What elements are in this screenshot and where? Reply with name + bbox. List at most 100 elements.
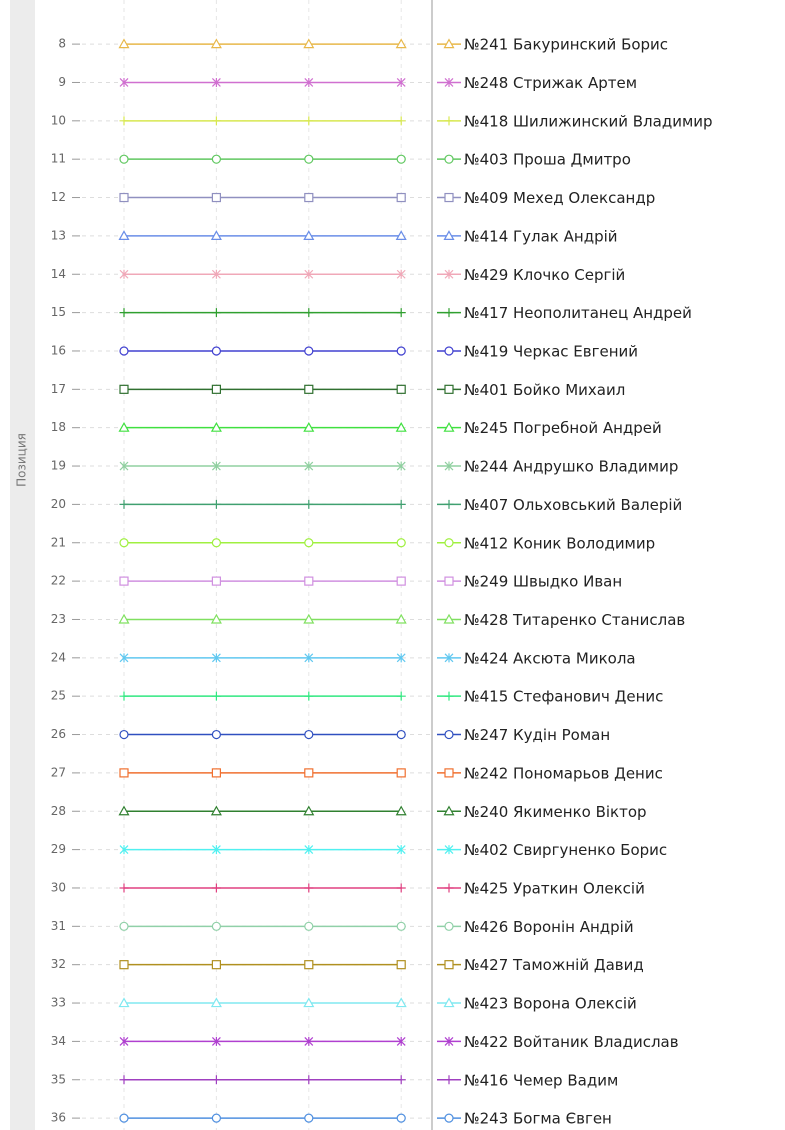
legend-marker <box>444 1113 454 1123</box>
data-point <box>211 116 221 126</box>
data-point <box>211 1113 221 1123</box>
data-point <box>119 653 129 663</box>
y-tick-label: 24 <box>51 650 66 664</box>
data-point <box>304 691 314 701</box>
data-point <box>211 653 221 663</box>
data-point <box>210 613 222 624</box>
data-point <box>211 499 221 509</box>
y-tick-label: 19 <box>51 459 66 473</box>
y-tick-label: 11 <box>51 152 66 166</box>
data-point <box>118 421 130 432</box>
data-point <box>303 997 315 1008</box>
legend-label: №424 Аксюта Микола <box>464 649 636 667</box>
y-tick-label: 33 <box>51 996 66 1010</box>
data-point <box>211 691 221 701</box>
data-point <box>211 384 221 394</box>
data-point <box>396 308 406 318</box>
data-point <box>119 308 129 318</box>
data-point <box>118 805 130 816</box>
legend-marker <box>444 384 454 394</box>
data-point <box>119 346 129 356</box>
data-point <box>396 154 406 164</box>
data-point <box>119 116 129 126</box>
data-point <box>118 997 130 1008</box>
legend-label: №402 Свиргуненко Борис <box>464 841 667 859</box>
legend-marker <box>444 116 454 126</box>
legend-label: №419 Черкас Евгений <box>464 342 638 360</box>
data-point <box>119 1075 129 1085</box>
legend-marker <box>443 805 455 816</box>
data-point <box>303 421 315 432</box>
legend-label: №407 Ольховський Валерій <box>464 496 682 514</box>
data-point <box>304 653 314 663</box>
data-point <box>304 192 314 203</box>
y-tick-label: 21 <box>51 535 66 549</box>
data-point <box>211 346 221 356</box>
legend-label: №423 Ворона Олексій <box>464 995 637 1013</box>
y-tick-label: 10 <box>51 113 66 127</box>
data-point <box>396 1036 406 1046</box>
data-point <box>304 960 314 970</box>
legend-marker <box>443 38 455 49</box>
data-point <box>304 921 314 931</box>
y-tick-label: 26 <box>51 727 66 741</box>
data-point <box>396 845 406 855</box>
data-point <box>211 845 221 855</box>
y-tick-label: 28 <box>51 804 66 818</box>
legend-label: №409 Мехед Олександр <box>464 189 655 207</box>
data-point <box>119 192 129 203</box>
data-point <box>396 461 406 471</box>
legend-marker <box>444 192 454 203</box>
legend-label: №412 Коник Володимир <box>464 534 655 552</box>
data-point <box>304 116 314 126</box>
y-tick-label: 31 <box>51 919 66 933</box>
data-point <box>210 38 222 49</box>
y-axis-label: Позиция <box>15 433 29 487</box>
y-tick-label: 30 <box>51 880 66 894</box>
data-point <box>119 499 129 509</box>
data-point <box>396 538 406 548</box>
data-point <box>211 77 221 87</box>
data-point <box>211 768 221 778</box>
data-point <box>304 346 314 356</box>
y-tick-label: 15 <box>51 305 66 319</box>
legend-marker <box>444 883 454 893</box>
legend-label: №417 Неополитанец Андрей <box>464 304 692 322</box>
data-point <box>211 538 221 548</box>
legend-marker <box>444 499 454 509</box>
legend-marker <box>444 691 454 701</box>
data-point <box>304 576 314 586</box>
y-tick-label: 27 <box>51 765 66 779</box>
data-point <box>395 38 407 49</box>
legend-label: №245 Погребной Андрей <box>464 419 662 437</box>
legend-marker <box>444 538 454 548</box>
data-point <box>211 154 221 164</box>
data-point <box>396 576 406 586</box>
data-point <box>304 729 314 740</box>
legend-label: №401 Бойко Михаил <box>464 381 625 399</box>
data-point <box>396 653 406 663</box>
legend-marker <box>443 997 455 1008</box>
data-point <box>211 729 221 740</box>
data-point <box>211 1036 221 1046</box>
y-tick-label: 17 <box>51 382 66 396</box>
data-point <box>396 768 406 778</box>
data-point <box>304 768 314 778</box>
data-point <box>118 230 130 240</box>
legend-label: №429 Клочко Сергій <box>464 266 625 284</box>
data-point <box>119 576 129 586</box>
data-point <box>396 1075 406 1085</box>
legend-label: №426 Воронін Андрій <box>464 918 634 936</box>
y-tick-label: 22 <box>51 574 66 588</box>
data-point <box>304 845 314 855</box>
legend-label: №414 Гулак Андрій <box>464 227 618 245</box>
data-point <box>304 384 314 394</box>
data-point <box>304 1075 314 1085</box>
legend-label: №242 Пономарьов Денис <box>464 764 663 782</box>
legend-marker <box>443 230 455 240</box>
legend-label: №427 Таможній Давид <box>464 956 644 974</box>
data-point <box>119 729 129 740</box>
data-point <box>304 269 314 279</box>
data-point <box>395 997 407 1008</box>
